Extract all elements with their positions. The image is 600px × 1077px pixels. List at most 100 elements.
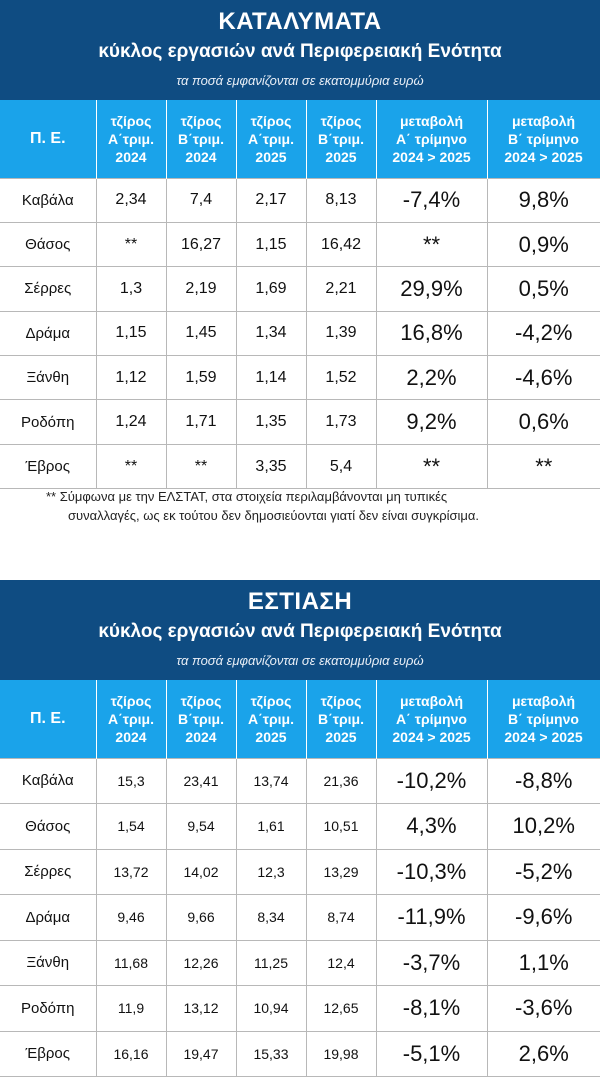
turnover-cell: 10,51 (305, 803, 377, 850)
table-row: Καβάλα 15,3 23,41 13,74 21,36 -10,2% -8,8% (0, 757, 600, 804)
change-cell: 0,6% (486, 399, 600, 445)
column-header: μεταβολή Α΄ τρίμηνο 2024 > 2025 (375, 100, 488, 178)
turnover-cell: 2,21 (305, 266, 377, 312)
table-row: Θάσος ** 16,27 1,15 16,42 ** 0,9% (0, 221, 600, 268)
turnover-cell: 1,34 (235, 310, 307, 357)
region-cell: Σέρρες (0, 266, 97, 312)
table-row: Ροδόπη 11,9 13,12 10,94 12,65 -8,1% -3,6% (0, 985, 600, 1032)
accommodation-title: ΚΑΤΑΛΥΜΑΤΑ (218, 8, 382, 35)
table-row: Ροδόπη 1,24 1,71 1,35 1,73 9,2% 0,6% (0, 399, 600, 445)
turnover-cell: 15,3 (95, 757, 167, 804)
region-cell: Θάσος (0, 803, 97, 850)
column-header-line: Β΄τριμ. (177, 710, 225, 727)
column-header-line: Π. Ε. (29, 709, 66, 727)
turnover-cell: 1,73 (305, 399, 377, 445)
turnover-cell: 13,12 (165, 985, 237, 1032)
turnover-cell: 14,02 (165, 848, 237, 895)
column-header-line: 2024 > 2025 (504, 728, 583, 745)
change-cell: -10,3% (375, 848, 488, 895)
column-header: τζίρος Β΄τριμ. 2024 (165, 680, 237, 758)
region-cell: Καβάλα (0, 757, 97, 804)
turnover-cell: 8,13 (305, 177, 377, 223)
column-header-line: τζίρος (320, 112, 362, 129)
column-header-line: 2024 > 2025 (392, 728, 471, 745)
turnover-cell: 2,19 (165, 266, 237, 312)
turnover-cell: 16,27 (165, 221, 237, 268)
dining-header: ΕΣΤΙΑΣΗ κύκλος εργασιών ανά Περιφερειακή… (0, 580, 600, 680)
change-cell: 16,8% (375, 310, 488, 357)
column-header: τζίρος Α΄τριμ. 2025 (235, 100, 307, 178)
turnover-cell: 1,39 (305, 310, 377, 357)
turnover-cell: 1,45 (165, 310, 237, 357)
dining-table-head: Π. Ε. τζίρος Α΄τριμ. 2024 τζίρος Β΄τριμ. 2024 τ… (0, 680, 600, 758)
turnover-cell: 1,35 (235, 399, 307, 445)
change-cell: -3,6% (486, 985, 600, 1032)
turnover-cell: ** (95, 443, 167, 490)
turnover-cell: 1,61 (235, 803, 307, 850)
column-header-line: 2025 (255, 728, 287, 745)
change-cell: -8,8% (486, 757, 600, 804)
column-header-line: Α΄τριμ. (107, 130, 155, 147)
change-cell: 2,6% (486, 1030, 600, 1077)
turnover-cell: 5,4 (305, 443, 377, 490)
turnover-cell: 13,29 (305, 848, 377, 895)
column-header: Π. Ε. (0, 680, 97, 758)
region-cell: Ξάνθη (0, 939, 97, 986)
turnover-cell: 2,34 (95, 177, 167, 223)
column-header-line: 2024 (185, 148, 217, 165)
column-header-line: Β΄ τρίμηνο (508, 130, 579, 147)
turnover-cell: 9,66 (165, 894, 237, 941)
column-header: τζίρος Α΄τριμ. 2024 (95, 680, 167, 758)
turnover-cell: 11,68 (95, 939, 167, 986)
column-header-line: Π. Ε. (29, 129, 66, 147)
column-header-line: 2024 (115, 148, 147, 165)
turnover-cell: 21,36 (305, 757, 377, 804)
change-cell: -7,4% (375, 177, 488, 223)
change-cell: 2,2% (375, 355, 488, 401)
table-row: Θάσος 1,54 9,54 1,61 10,51 4,3% 10,2% (0, 803, 600, 850)
column-header-line: τζίρος (180, 112, 222, 129)
turnover-cell: 11,25 (235, 939, 307, 986)
turnover-cell: 11,9 (95, 985, 167, 1032)
column-header-line: Α΄τριμ. (247, 710, 295, 727)
turnover-cell: 8,34 (235, 894, 307, 941)
accommodation-table: Π. Ε. τζίρος Α΄τριμ. 2024 τζίρος Β΄τριμ. 2024 τ… (0, 100, 600, 490)
change-cell: -5,1% (375, 1030, 488, 1077)
region-cell: Ροδόπη (0, 985, 97, 1032)
change-cell: 1,1% (486, 939, 600, 986)
dining-table-body: Καβάλα 15,3 23,41 13,74 21,36 -10,2% -8,8% Θάσο… (0, 757, 600, 1077)
change-cell: 9,8% (486, 177, 600, 223)
change-cell: -3,7% (375, 939, 488, 986)
accommodation-panel: ΚΑΤΑΛΥΜΑΤΑ κύκλος εργασιών ανά Περιφερει… (0, 0, 600, 523)
change-cell: 10,2% (486, 803, 600, 850)
column-header: Π. Ε. (0, 100, 97, 178)
turnover-cell: 3,35 (235, 443, 307, 490)
dining-subtitle: κύκλος εργασιών ανά Περιφερειακή Ενότητα (98, 621, 502, 642)
column-header-line: Β΄τριμ. (177, 130, 225, 147)
region-cell: Σέρρες (0, 848, 97, 895)
turnover-cell: 1,14 (235, 355, 307, 401)
turnover-cell: 1,69 (235, 266, 307, 312)
column-header: τζίρος Β΄τριμ. 2025 (305, 680, 377, 758)
accommodation-subtitle: κύκλος εργασιών ανά Περιφερειακή Ενότητα (98, 41, 502, 62)
column-header-line: μεταβολή (511, 112, 576, 129)
turnover-cell: 12,3 (235, 848, 307, 895)
table-row: Ξάνθη 1,12 1,59 1,14 1,52 2,2% -4,6% (0, 355, 600, 401)
change-cell: -4,6% (486, 355, 600, 401)
turnover-cell: 19,47 (165, 1030, 237, 1077)
column-header-line: μεταβολή (511, 692, 576, 709)
column-header-line: τζίρος (250, 692, 292, 709)
footnote-line: συναλλαγές, ως εκ τούτου δεν δημοσιεύοντ… (68, 508, 480, 523)
turnover-cell: 1,12 (95, 355, 167, 401)
table-row: Δράμα 1,15 1,45 1,34 1,39 16,8% -4,2% (0, 310, 600, 357)
column-header-line: Α΄ τρίμηνο (396, 130, 467, 147)
footnote-line: ** Σύμφωνα με την ΕΛΣΤΑΤ, στα στοιχεία π… (46, 489, 448, 504)
column-header: τζίρος Α΄τριμ. 2024 (95, 100, 167, 178)
column-header: τζίρος Β΄τριμ. 2025 (305, 100, 377, 178)
column-header-line: 2024 > 2025 (392, 148, 471, 165)
table-row: Καβάλα 2,34 7,4 2,17 8,13 -7,4% 9,8% (0, 177, 600, 223)
turnover-cell: 23,41 (165, 757, 237, 804)
column-header-line: Β΄τριμ. (317, 710, 365, 727)
column-header-line: τζίρος (110, 692, 152, 709)
change-cell: -11,9% (375, 894, 488, 941)
